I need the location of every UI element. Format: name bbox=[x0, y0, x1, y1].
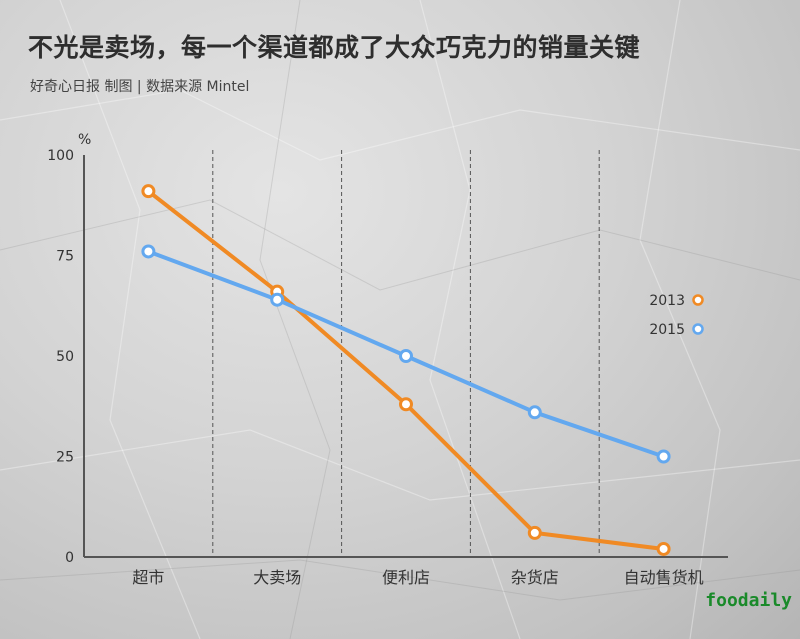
data-point-2015 bbox=[141, 244, 156, 259]
series-points bbox=[141, 184, 671, 556]
legend: 2013 2015 bbox=[649, 293, 704, 338]
data-point-2013 bbox=[399, 397, 413, 412]
y-tick-label: 50 bbox=[56, 349, 74, 365]
data-point-2015 bbox=[399, 349, 413, 363]
y-tick-label: 25 bbox=[56, 450, 74, 466]
category-separators bbox=[212, 150, 600, 557]
x-category-label: 大卖场 bbox=[253, 568, 301, 587]
data-point-2015 bbox=[527, 405, 542, 420]
y-tick-label: 75 bbox=[56, 249, 74, 265]
chart-subtitle: 好奇心日报 制图 | 数据来源 Mintel bbox=[30, 79, 250, 95]
data-point-2015 bbox=[656, 449, 671, 464]
data-point-2013 bbox=[141, 184, 156, 199]
data-point-2013 bbox=[527, 525, 542, 540]
series-line-2013 bbox=[147, 189, 664, 551]
y-axis-label: % bbox=[78, 132, 91, 148]
x-category-label: 超市 bbox=[132, 568, 164, 587]
legend-label: 2015 bbox=[649, 322, 685, 338]
chart-title: 不光是卖场，每一个渠道都成了大众巧克力的销量关键 bbox=[28, 33, 641, 62]
x-axis-categories: 超市 大卖场 便利店 杂货店 自动售货机 bbox=[132, 568, 703, 587]
x-category-label: 自动售货机 bbox=[624, 568, 704, 587]
legend-marker bbox=[692, 323, 704, 335]
y-tick-label: 0 bbox=[65, 550, 74, 566]
watermark-logo: foodaily bbox=[705, 590, 792, 611]
data-point-2015 bbox=[270, 292, 285, 307]
legend-label: 2013 bbox=[649, 293, 685, 309]
y-axis-ticks: 0 25 50 75 100 bbox=[47, 148, 74, 566]
data-point-2013 bbox=[656, 541, 671, 556]
x-category-label: 便利店 bbox=[382, 568, 430, 587]
axes bbox=[83, 155, 728, 558]
y-tick-label: 100 bbox=[47, 148, 74, 164]
legend-marker bbox=[692, 294, 704, 306]
x-category-label: 杂货店 bbox=[511, 568, 559, 587]
series-lines bbox=[147, 189, 665, 551]
